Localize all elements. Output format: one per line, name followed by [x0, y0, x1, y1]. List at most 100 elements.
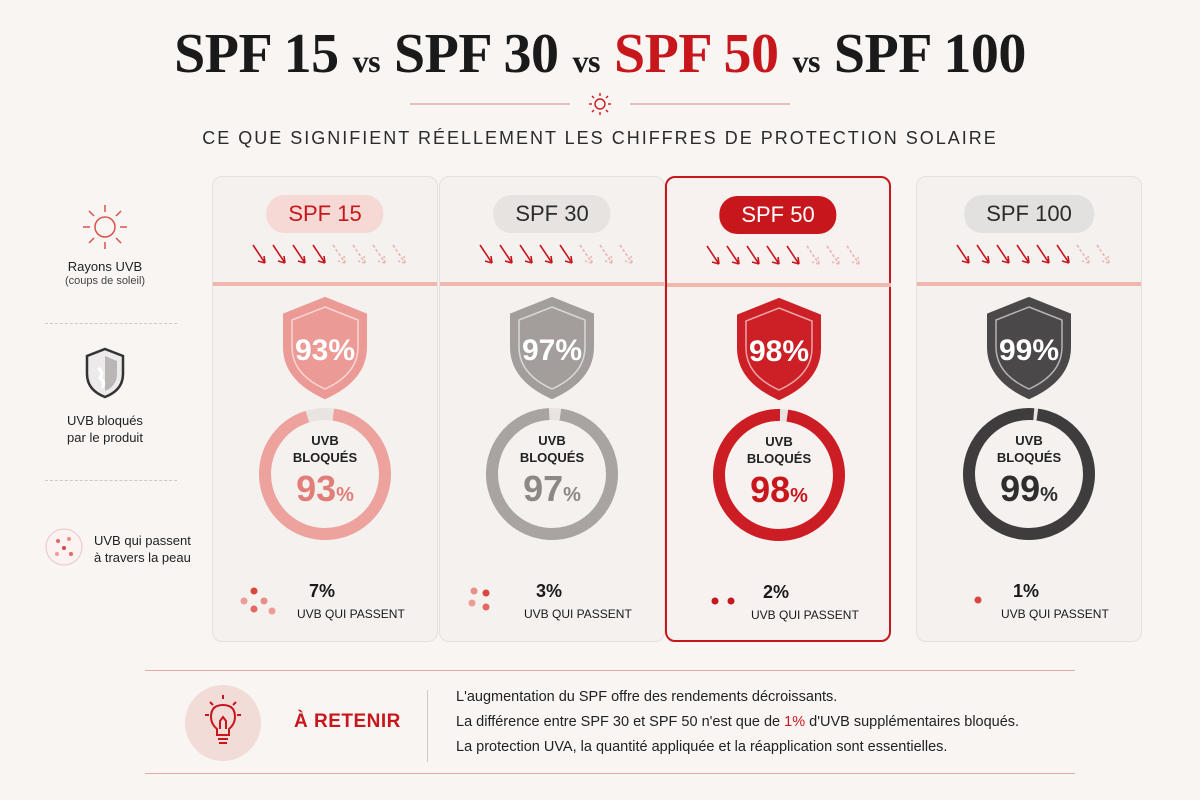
- legend-divider: [45, 480, 177, 481]
- uvb-arrows: [706, 245, 860, 265]
- passing-dots: [468, 587, 490, 611]
- ring-percent: 93%: [296, 468, 354, 509]
- ring-number: 97: [523, 468, 563, 509]
- uvb-arrow: [579, 244, 593, 264]
- shield-icon: [987, 296, 1071, 400]
- uvb-arrow: [312, 244, 326, 264]
- uvb-arrow: [766, 245, 780, 265]
- lightbulb-icon: [205, 695, 241, 744]
- title-spf100: SPF 100: [833, 23, 1026, 85]
- pass-label: UVB QUI PASSENT: [524, 607, 632, 621]
- shield-percent: 97%: [522, 334, 582, 367]
- divider-bottom: [145, 773, 1075, 774]
- passing-dot: [482, 603, 490, 611]
- particles-icon: [45, 528, 83, 566]
- spf-card: SPF 30 97% UVB BLOQUÉS 97% 3% UVB QUI PASSENT: [439, 176, 665, 642]
- takeaway-line-3: La protection UVA, la quantité appliquée…: [456, 739, 948, 755]
- bulb-badge: [185, 685, 261, 761]
- passing-dot: [250, 587, 258, 595]
- takeaway-line-2-text: La différence entre SPF 30 et SPF 50 n'e…: [456, 714, 785, 730]
- passing-dot: [260, 597, 268, 605]
- spf-pill: SPF 50: [719, 196, 837, 234]
- sun-icon: [83, 205, 127, 249]
- uvb-arrow: [479, 244, 493, 264]
- skin-line: [440, 282, 664, 286]
- pass-label: UVB QUI PASSENT: [297, 607, 405, 621]
- shield-icon: [85, 347, 125, 399]
- title-vs: vs: [352, 43, 381, 79]
- skin-line: [213, 282, 437, 286]
- skin-line: [667, 283, 891, 287]
- title-spf50: SPF 50: [613, 23, 779, 85]
- ring-number: 93: [296, 468, 336, 509]
- legend-divider: [45, 323, 177, 324]
- takeaway-line-2-text: d'UVB supplémentaires bloqués.: [805, 714, 1020, 730]
- shield-icon: [737, 297, 821, 401]
- uvb-arrow: [706, 245, 720, 265]
- ring-label: UVB: [311, 433, 338, 448]
- sun-divider: [410, 93, 790, 115]
- uvb-arrows: [252, 244, 406, 264]
- ring-percent-sign: %: [336, 484, 354, 506]
- shield-icon: [283, 296, 367, 400]
- ring-label: UVB: [765, 434, 792, 449]
- ring-progress: [486, 408, 618, 540]
- uvb-arrow: [272, 244, 286, 264]
- ring-percent-sign: %: [563, 484, 581, 506]
- uvb-arrow: [372, 244, 386, 264]
- title-vs: vs: [572, 43, 601, 79]
- uvb-arrows: [479, 244, 633, 264]
- uvb-arrow: [499, 244, 513, 264]
- legend-rays-sub: (coups de soleil): [64, 275, 146, 287]
- takeaway-heading: À RETENIR: [294, 711, 401, 732]
- pass-percent: 2%: [763, 582, 790, 602]
- spf-pill: SPF 15: [266, 195, 384, 233]
- pass-percent: 1%: [1013, 581, 1040, 601]
- passing-dot: [240, 597, 248, 605]
- passing-dots: [240, 587, 276, 615]
- takeaway-divider: [427, 690, 428, 762]
- uvb-arrow: [846, 245, 860, 265]
- uvb-arrow: [599, 244, 613, 264]
- divider-top: [145, 670, 1075, 671]
- uvb-arrow: [746, 245, 760, 265]
- uvb-arrow: [292, 244, 306, 264]
- shield-percent: 98%: [749, 335, 809, 368]
- passing-dots: [974, 596, 982, 604]
- legend-pass-label-2: à travers la peau: [94, 550, 191, 565]
- uvb-arrow: [252, 244, 266, 264]
- uvb-arrow: [1016, 244, 1030, 264]
- title-spf30: SPF 30: [394, 23, 559, 85]
- legend-pass-label: UVB qui passent: [94, 533, 191, 548]
- shield-icon: [510, 296, 594, 400]
- uvb-arrow: [956, 244, 970, 264]
- uvb-arrow: [352, 244, 366, 264]
- pass-label: UVB QUI PASSENT: [751, 608, 859, 622]
- ring-label: UVB: [1015, 433, 1042, 448]
- ring-percent: 99%: [1000, 468, 1058, 509]
- uvb-arrow: [519, 244, 533, 264]
- uvb-arrow: [976, 244, 990, 264]
- pass-label: UVB QUI PASSENT: [1001, 607, 1109, 621]
- spf-card: SPF 100 99% UVB BLOQUÉS 99% 1% UVB QUI PASSENT: [916, 176, 1142, 642]
- skin-line: [917, 282, 1141, 286]
- ring-number: 99: [1000, 468, 1040, 509]
- passing-dot: [268, 607, 276, 615]
- ring-label: BLOQUÉS: [997, 450, 1062, 465]
- shield-percent: 99%: [999, 334, 1059, 367]
- passing-dot: [711, 597, 719, 605]
- uvb-arrow: [826, 245, 840, 265]
- passing-dots: [711, 597, 735, 605]
- ring-number: 98: [750, 469, 790, 510]
- sun-icon: [589, 93, 611, 115]
- title-spf15: SPF 15: [174, 23, 339, 85]
- shield-percent: 93%: [295, 334, 355, 367]
- ring-label: UVB: [538, 433, 565, 448]
- passing-dot: [482, 589, 490, 597]
- passing-dot: [974, 596, 982, 604]
- uvb-arrow: [806, 245, 820, 265]
- pass-percent: 3%: [536, 581, 563, 601]
- spf-pill: SPF 100: [964, 195, 1094, 233]
- pass-percent: 7%: [309, 581, 336, 601]
- uvb-arrow: [1076, 244, 1090, 264]
